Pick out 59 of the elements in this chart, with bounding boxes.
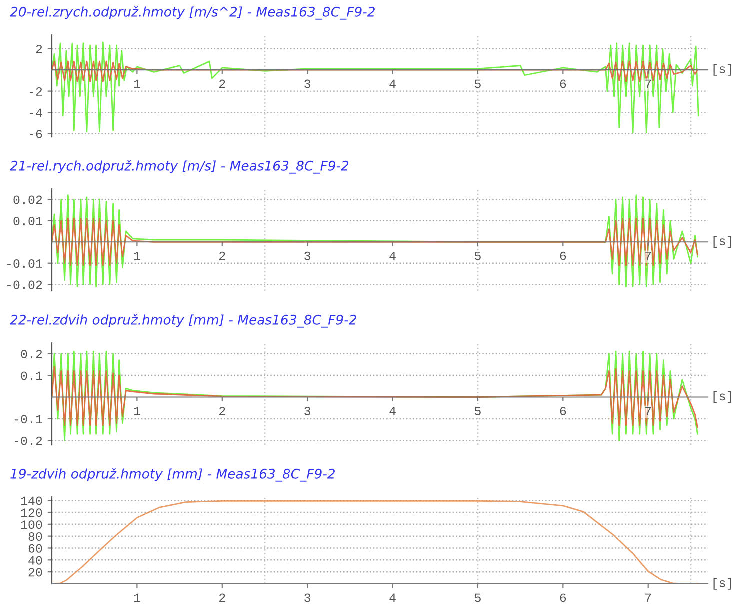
x-tick-label: 4: [390, 252, 396, 260]
y-tick-label: 0.1: [21, 372, 42, 380]
x-tick-label: 7: [646, 407, 652, 416]
y-tick-label: 0.01: [14, 217, 42, 226]
x-tick-label: 1: [134, 407, 140, 416]
y-tick-label: -0.01: [8, 260, 42, 268]
y-tick-label: 60: [28, 544, 42, 553]
chart-title: 21-rel.rych.odpruž.hmoty [m/s] - Meas163_8C_F9-2: [10, 160, 349, 174]
y-tick-label: 20: [28, 568, 42, 577]
x-tick-label: 6: [560, 594, 566, 602]
y-tick-label: 2: [36, 44, 42, 54]
x-tick-label: 3: [304, 406, 311, 416]
x-tick-label: 7: [646, 80, 652, 88]
y-tick-label: 100: [21, 520, 42, 530]
x-tick-label: 5: [475, 407, 481, 416]
y-tick-label: 120: [21, 508, 42, 518]
line-series: [52, 366, 698, 428]
line-series: [52, 194, 698, 288]
y-tick-label: 0.02: [14, 196, 42, 204]
line-series: [52, 42, 700, 134]
x-axis-title: [s]: [714, 391, 732, 404]
x-tick-label: 3: [304, 594, 311, 602]
x-tick-label: 4: [390, 80, 396, 88]
y-tick-label: 0.2: [21, 350, 42, 359]
y-tick-label: -0.02: [8, 280, 42, 290]
y-tick-label: -0.2: [15, 436, 42, 446]
x-tick-label: 2: [220, 80, 226, 88]
y-tick-label: -0.1: [15, 415, 42, 424]
x-tick-label: 6: [560, 80, 566, 88]
x-tick-label: 1: [134, 594, 140, 602]
x-axis-title: [s]: [714, 64, 732, 76]
x-tick-label: 6: [560, 406, 566, 416]
line-series: [52, 218, 698, 266]
y-tick-label: 140: [21, 496, 42, 506]
x-tick-label: 2: [220, 406, 226, 416]
x-tick-label: 2: [220, 594, 226, 602]
y-tick-label: -4: [30, 108, 42, 118]
y-tick-label: 80: [28, 532, 42, 541]
x-tick-label: 7: [646, 594, 652, 602]
x-tick-label: 3: [304, 252, 311, 260]
y-tick-label: -6: [30, 130, 42, 138]
y-tick-label: -2: [30, 87, 42, 96]
chart-title: 22-rel.zdvih odpruž.hmoty [mm] - Meas163_8C_F9-2: [10, 314, 356, 328]
x-tick-label: 2: [220, 252, 226, 260]
x-tick-label: 1: [134, 252, 140, 260]
x-tick-label: 4: [390, 594, 396, 602]
x-tick-label: 5: [475, 80, 481, 88]
x-tick-label: 5: [475, 594, 481, 602]
chart-title: 20-rel.zrych.odpruž.hmoty [m/s^2] - Meas163_8C_F9-2: [10, 6, 375, 20]
x-tick-label: 7: [646, 252, 652, 260]
x-tick-label: 1: [134, 80, 140, 88]
x-tick-label: 4: [390, 407, 396, 416]
y-tick-label: 40: [28, 556, 42, 565]
x-axis-title: [s]: [714, 578, 732, 590]
x-tick-label: 6: [560, 252, 566, 260]
chart-title: 19-zdvih odpruž.hmoty [mm] - Meas163_8C_F9-2: [10, 468, 335, 482]
x-tick-label: 3: [304, 80, 311, 88]
x-tick-label: 5: [475, 252, 481, 260]
x-axis-title: [s]: [714, 236, 732, 248]
